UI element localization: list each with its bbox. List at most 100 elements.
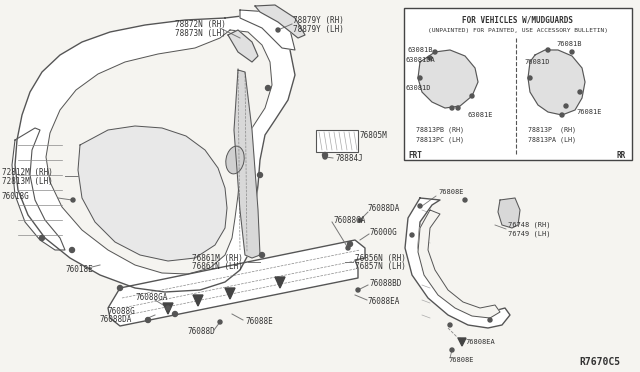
Polygon shape [228, 30, 258, 62]
Text: 63081DA: 63081DA [406, 57, 436, 63]
Polygon shape [528, 50, 585, 115]
Text: 76861M (RH): 76861M (RH) [192, 253, 243, 263]
Circle shape [218, 320, 222, 324]
Text: 76088DA: 76088DA [368, 203, 401, 212]
Text: 78873N (LH): 78873N (LH) [175, 29, 226, 38]
Circle shape [346, 246, 350, 250]
Polygon shape [225, 288, 235, 299]
Text: 72813M (LH): 72813M (LH) [2, 176, 53, 186]
Text: RR: RR [617, 151, 626, 160]
Circle shape [70, 247, 74, 253]
Circle shape [40, 235, 45, 241]
Circle shape [166, 306, 170, 310]
Polygon shape [458, 338, 466, 346]
Circle shape [323, 153, 328, 157]
Circle shape [146, 318, 150, 322]
Text: 76088BD: 76088BD [370, 279, 403, 288]
Circle shape [276, 28, 280, 32]
Polygon shape [240, 10, 295, 50]
Circle shape [418, 76, 422, 80]
Ellipse shape [226, 146, 244, 174]
Text: 76081D: 76081D [524, 59, 550, 65]
Polygon shape [15, 15, 295, 292]
Text: 76748 (RH): 76748 (RH) [508, 222, 550, 228]
Polygon shape [234, 70, 260, 258]
Circle shape [356, 288, 360, 292]
Circle shape [257, 173, 262, 177]
Circle shape [348, 241, 353, 247]
Text: 76861N (LH): 76861N (LH) [192, 263, 243, 272]
Text: 78879Y (RH): 78879Y (RH) [293, 16, 344, 25]
Text: 76808E: 76808E [448, 357, 474, 363]
Text: 72812M (RH): 72812M (RH) [2, 167, 53, 176]
Polygon shape [46, 30, 272, 274]
Text: 78813PB (RH): 78813PB (RH) [416, 127, 464, 133]
Circle shape [450, 348, 454, 352]
Bar [316, 130, 358, 152]
Circle shape [410, 233, 414, 237]
Text: 76088GA: 76088GA [135, 292, 168, 301]
Circle shape [433, 50, 437, 54]
Circle shape [570, 50, 574, 54]
Text: 63081E: 63081E [468, 112, 493, 118]
Text: 78879Y (LH): 78879Y (LH) [293, 25, 344, 33]
Text: 76088EA: 76088EA [368, 298, 401, 307]
Polygon shape [78, 126, 227, 261]
Text: (UNPAINTED) FOR PAINTED, USE ACCESSORY BULLETIN): (UNPAINTED) FOR PAINTED, USE ACCESSORY B… [428, 28, 608, 32]
Text: 76081E: 76081E [576, 109, 602, 115]
Circle shape [560, 113, 564, 117]
Text: 76088G: 76088G [108, 307, 136, 315]
Circle shape [358, 218, 362, 222]
Text: 76856N (RH): 76856N (RH) [355, 253, 406, 263]
Circle shape [266, 86, 271, 90]
Circle shape [488, 318, 492, 322]
Text: 78813P  (RH): 78813P (RH) [528, 127, 576, 133]
Circle shape [323, 155, 327, 159]
Text: 76808E: 76808E [438, 189, 463, 195]
Text: 76088GA: 76088GA [333, 215, 365, 224]
Circle shape [456, 106, 460, 110]
Text: FOR VEHICLES W/MUDGUARDS: FOR VEHICLES W/MUDGUARDS [463, 16, 573, 25]
Text: 76088E: 76088E [245, 317, 273, 327]
Text: 78813PA (LH): 78813PA (LH) [528, 137, 576, 143]
Circle shape [470, 94, 474, 98]
Text: 76857N (LH): 76857N (LH) [355, 263, 406, 272]
Text: 78813PC (LH): 78813PC (LH) [416, 137, 464, 143]
Text: 76088D: 76088D [188, 327, 216, 337]
Text: 76000G: 76000G [370, 228, 397, 237]
Polygon shape [255, 5, 305, 38]
Polygon shape [163, 303, 173, 314]
Polygon shape [498, 198, 520, 228]
Text: 76018E: 76018E [65, 266, 93, 275]
Text: 76018G: 76018G [2, 192, 29, 201]
Circle shape [564, 104, 568, 108]
Polygon shape [108, 240, 365, 326]
Text: 76081B: 76081B [556, 41, 582, 47]
Polygon shape [418, 50, 478, 108]
Circle shape [418, 204, 422, 208]
Circle shape [118, 285, 122, 291]
Polygon shape [275, 277, 285, 288]
Text: 76749 (LH): 76749 (LH) [508, 231, 550, 237]
Text: 78884J: 78884J [335, 154, 363, 163]
Text: 63081D: 63081D [406, 85, 431, 91]
Circle shape [546, 48, 550, 52]
Polygon shape [418, 210, 500, 318]
Polygon shape [405, 198, 510, 328]
Text: R7670C5: R7670C5 [579, 357, 620, 367]
Bar [404, 8, 632, 160]
Text: 76808EA: 76808EA [465, 339, 495, 345]
Circle shape [528, 76, 532, 80]
Circle shape [463, 198, 467, 202]
Circle shape [71, 198, 75, 202]
Circle shape [428, 56, 432, 60]
Text: 76088DA: 76088DA [100, 315, 132, 324]
Circle shape [448, 323, 452, 327]
Text: FRT: FRT [408, 151, 422, 160]
Text: 78872N (RH): 78872N (RH) [175, 19, 226, 29]
Circle shape [145, 317, 150, 323]
Polygon shape [12, 128, 65, 250]
Polygon shape [193, 295, 203, 306]
Circle shape [578, 90, 582, 94]
Circle shape [259, 253, 264, 257]
